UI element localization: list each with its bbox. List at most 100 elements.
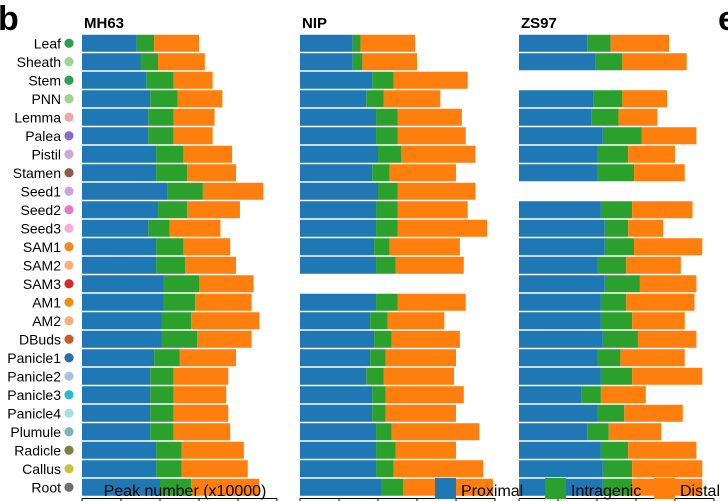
bar-distal bbox=[197, 330, 252, 348]
bar-distal bbox=[389, 238, 460, 256]
bar-distal bbox=[158, 53, 205, 71]
category-label: SAM1 bbox=[23, 239, 61, 255]
bar-proximal bbox=[82, 349, 155, 367]
bar-intragenic bbox=[376, 423, 392, 441]
panel-title: ZS97 bbox=[521, 15, 557, 32]
bar-proximal bbox=[82, 219, 149, 237]
panel-nip: NIP012345 bbox=[299, 15, 496, 501]
bar-distal bbox=[391, 423, 480, 441]
category-dot bbox=[64, 38, 74, 48]
bar-intragenic bbox=[604, 275, 640, 293]
bar-distal bbox=[385, 404, 456, 422]
bar-intragenic bbox=[366, 90, 384, 108]
bar-distal bbox=[628, 219, 664, 237]
bar-proximal bbox=[519, 312, 601, 330]
bar-distal bbox=[622, 90, 668, 108]
bar-proximal bbox=[519, 53, 596, 71]
bar-intragenic bbox=[376, 293, 398, 311]
category-dot bbox=[64, 205, 74, 215]
bar-proximal bbox=[519, 275, 605, 293]
category-label: SAM2 bbox=[23, 257, 61, 273]
bar-intragenic bbox=[376, 219, 398, 237]
bar-intragenic bbox=[604, 219, 629, 237]
bar-intragenic bbox=[597, 404, 625, 422]
bar-intragenic bbox=[150, 367, 174, 385]
bar-distal bbox=[187, 164, 237, 182]
bar-intragenic bbox=[156, 164, 188, 182]
category-label: Panicle2 bbox=[7, 368, 61, 384]
bar-distal bbox=[169, 219, 221, 237]
category-dot bbox=[64, 186, 74, 196]
bar-distal bbox=[360, 34, 416, 52]
bar-proximal bbox=[300, 34, 353, 52]
bar-intragenic bbox=[150, 90, 178, 108]
bar-intragenic bbox=[374, 238, 390, 256]
bar-proximal bbox=[519, 108, 592, 126]
bar-intragenic bbox=[597, 349, 621, 367]
category-dot bbox=[64, 168, 74, 178]
category-dot bbox=[64, 390, 74, 400]
category-dot bbox=[64, 57, 74, 67]
bar-intragenic bbox=[587, 423, 609, 441]
category-label: Seed3 bbox=[21, 220, 62, 236]
bar-distal bbox=[393, 71, 468, 89]
bar-proximal bbox=[519, 145, 597, 163]
bar-distal bbox=[622, 53, 687, 71]
category-label: Seed2 bbox=[21, 202, 62, 218]
bar-distal bbox=[618, 108, 658, 126]
bar-intragenic bbox=[372, 71, 394, 89]
bar-distal bbox=[181, 441, 244, 459]
category-dot bbox=[64, 75, 74, 85]
bar-proximal bbox=[300, 330, 375, 348]
bar-distal bbox=[173, 386, 227, 404]
bar-proximal bbox=[300, 349, 371, 367]
bar-proximal bbox=[82, 34, 137, 52]
legend-label-distal: Distal bbox=[680, 483, 720, 500]
category-dot bbox=[64, 279, 74, 289]
bar-proximal bbox=[300, 423, 377, 441]
bar-proximal bbox=[82, 330, 162, 348]
category-label: Lemma bbox=[14, 109, 61, 125]
legend-swatch-intragenic bbox=[545, 478, 566, 499]
category-dot bbox=[64, 427, 74, 437]
bar-intragenic bbox=[148, 127, 174, 145]
bar-intragenic bbox=[156, 460, 182, 478]
bar-proximal bbox=[519, 219, 605, 237]
bar-intragenic bbox=[602, 127, 642, 145]
bar-intragenic bbox=[381, 478, 404, 496]
bar-intragenic bbox=[376, 441, 396, 459]
bar-proximal bbox=[300, 478, 382, 496]
bar-distal bbox=[397, 127, 466, 145]
category-label: PNN bbox=[31, 91, 61, 107]
bar-intragenic bbox=[156, 256, 186, 274]
bar-proximal bbox=[82, 275, 164, 293]
legend-label-proximal: Proximal bbox=[461, 483, 523, 500]
bar-proximal bbox=[300, 404, 373, 422]
category-label: AM1 bbox=[32, 294, 61, 310]
bar-distal bbox=[389, 164, 456, 182]
bar-intragenic bbox=[597, 164, 635, 182]
bar-distal bbox=[393, 460, 484, 478]
bar-proximal bbox=[82, 53, 141, 71]
bar-intragenic bbox=[604, 238, 635, 256]
bar-proximal bbox=[82, 367, 151, 385]
bar-proximal bbox=[300, 164, 373, 182]
legend-swatch-distal bbox=[654, 478, 675, 499]
category-label: Panicle4 bbox=[7, 405, 61, 421]
legend: Proximal Intragenic Distal bbox=[435, 478, 720, 500]
bar-proximal bbox=[82, 108, 149, 126]
bar-distal bbox=[385, 349, 456, 367]
bar-proximal bbox=[300, 367, 367, 385]
category-label: Pistil bbox=[31, 146, 61, 162]
bar-intragenic bbox=[156, 145, 184, 163]
bar-distal bbox=[600, 386, 646, 404]
bar-intragenic bbox=[154, 349, 180, 367]
panel-mh63: MH63012345 bbox=[81, 15, 278, 501]
bar-distal bbox=[397, 108, 462, 126]
category-label: Panicle3 bbox=[7, 387, 61, 403]
bar-intragenic bbox=[167, 182, 203, 200]
bar-distal bbox=[195, 293, 252, 311]
bar-intragenic bbox=[600, 312, 633, 330]
bar-proximal bbox=[519, 441, 601, 459]
